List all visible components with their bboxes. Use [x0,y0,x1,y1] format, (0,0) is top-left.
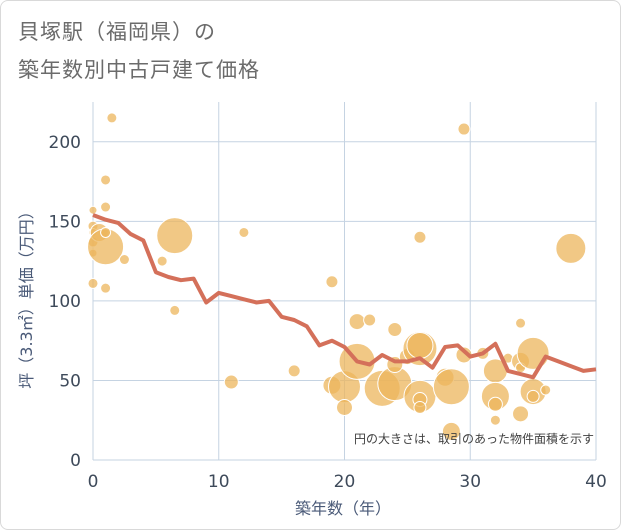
tick-labels: 0 10 20 30 40 0 50 100 150 200 [49,133,607,492]
bubble-point [169,304,181,316]
y-tick-label: 0 [70,451,81,471]
x-tick-label: 10 [208,472,230,492]
bubble-point [238,226,250,238]
x-tick-label: 30 [459,472,481,492]
bubble-point [487,396,503,412]
trend-line [92,213,597,380]
bubble-point [118,254,130,266]
bubble-point [100,174,112,186]
bubble-point [457,122,471,136]
x-tick-label: 20 [334,472,356,492]
bubble-point [526,389,540,403]
bubble-point [87,277,99,289]
x-tick-label: 40 [585,472,607,492]
x-axis-label: 築年数（年） [295,499,391,518]
y-tick-label: 100 [49,292,81,312]
bubble-point [441,421,461,441]
y-axis-label: 坪（3.3㎡）単価（万円） [17,203,36,388]
y-tick-label: 50 [59,371,81,391]
bubble-point [413,230,427,244]
bubble-layer [87,112,587,441]
bubble-point [100,282,112,294]
bubble-point [88,205,98,215]
bubble-point [516,336,550,370]
chart-title-line2: 築年数別中古戸建て価格 [18,58,260,82]
x-tick-label: 0 [88,472,99,492]
y-tick-label: 150 [49,212,81,232]
bubble-point [336,398,353,416]
bubble-point [100,226,112,238]
bubble-point [512,405,530,423]
bubble-point [540,384,552,396]
bubble-point [413,400,427,414]
bubble-point [156,217,194,255]
bubble-point [348,313,366,331]
bubble-point [555,232,587,264]
bubble-point [363,313,377,327]
chart-title-line1: 貝塚駅（福岡県）の [18,20,216,44]
bubble-point [489,414,501,426]
bubble-point [156,255,168,267]
bubble-point [515,317,527,329]
bubble-point [287,364,301,378]
bubble-point [387,322,403,338]
bubble-point [106,112,118,124]
y-tick-label: 200 [49,133,81,153]
bubble-point [223,374,239,390]
size-note: 円の大きさは、取引のあった物件面積を示す [354,431,594,446]
bubble-point [432,368,470,406]
bubble-point [406,331,434,359]
bubble-point [325,275,339,289]
bubble-point [100,201,112,213]
